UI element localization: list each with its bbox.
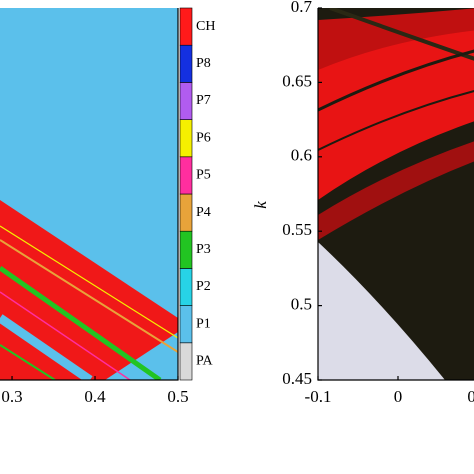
colorbar-label: PA bbox=[196, 354, 214, 369]
x-tick-label: 0.1 bbox=[467, 387, 474, 406]
y-tick-label: 0.6 bbox=[291, 146, 312, 165]
y-tick-label: 0.7 bbox=[291, 0, 313, 16]
y-axis-label: k bbox=[251, 201, 270, 209]
colorbar-label: P8 bbox=[196, 56, 211, 71]
x-tick-label: 0.4 bbox=[84, 387, 106, 406]
y-tick-label: 0.55 bbox=[282, 220, 312, 239]
x-tick-label: 0 bbox=[394, 387, 403, 406]
colorbar-swatch bbox=[179, 230, 193, 269]
colorbar-label: P7 bbox=[196, 93, 211, 108]
x-tick-label: 0.3 bbox=[1, 387, 22, 406]
x-tick-label: 0.5 bbox=[167, 387, 188, 406]
colorbar-swatch bbox=[179, 7, 193, 46]
colorbar-label: P2 bbox=[196, 279, 211, 294]
colorbar-swatch bbox=[179, 342, 193, 381]
left-map bbox=[0, 8, 178, 380]
colorbar-label: P4 bbox=[196, 205, 211, 220]
colorbar-swatch bbox=[179, 268, 193, 306]
colorbar-swatch bbox=[179, 44, 193, 83]
x-tick-label: -0.1 bbox=[305, 387, 332, 406]
y-tick-label: 0.5 bbox=[291, 295, 312, 314]
colorbar-swatch bbox=[179, 82, 193, 120]
colorbar-swatch bbox=[179, 119, 193, 158]
right-map bbox=[318, 8, 474, 380]
colorbar-label: P5 bbox=[196, 168, 211, 183]
colorbar-swatch bbox=[179, 156, 193, 195]
y-tick-label: 0.65 bbox=[282, 71, 312, 90]
colorbar-label: P1 bbox=[196, 316, 211, 331]
colorbar-label: P6 bbox=[196, 130, 211, 145]
colorbar-swatch bbox=[179, 193, 193, 232]
colorbar-label: P3 bbox=[196, 242, 211, 257]
y-tick-label: 0.45 bbox=[282, 369, 312, 388]
colorbar-swatch bbox=[179, 305, 193, 344]
colorbar-label: CH bbox=[196, 19, 215, 34]
